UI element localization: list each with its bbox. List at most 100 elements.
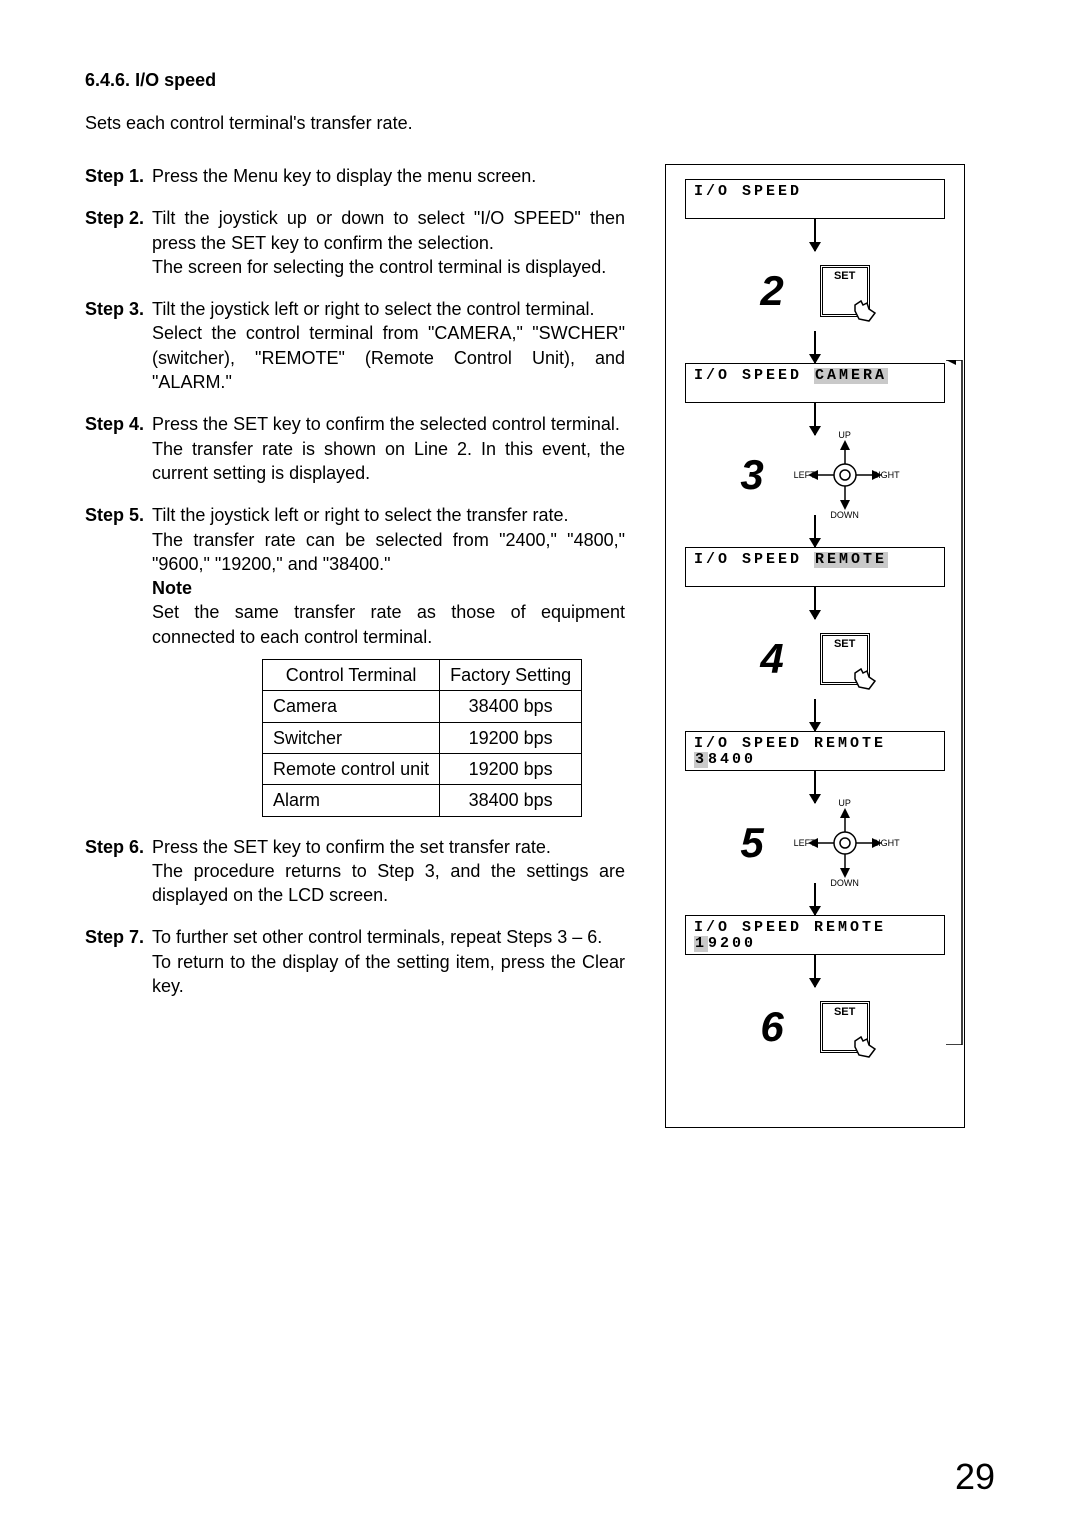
table-header: Control Terminal: [263, 660, 440, 691]
lcd-line1: I/O SPEED REMOTE: [694, 736, 936, 752]
joy-right-label: RIGHT: [872, 470, 900, 480]
lcd-screen-1: I/O SPEED: [685, 179, 945, 219]
set-button-icon: SET: [820, 633, 870, 685]
hand-pointer-icon: [849, 663, 879, 696]
stage-5: 5 UP DOWN: [685, 771, 945, 915]
table-cell: 38400 bps: [440, 785, 582, 816]
arrow-down-icon: [814, 955, 816, 987]
arrow-down-icon: [814, 771, 816, 803]
step-6: Step 6. Press the SET key to confirm the…: [85, 835, 625, 908]
lcd-screen-3: I/O SPEED REMOTE: [685, 547, 945, 587]
table-cell: 19200 bps: [440, 753, 582, 784]
step-label: Step 7.: [85, 925, 144, 998]
section-number: 6.4.6.: [85, 70, 130, 90]
step-5: Step 5. Tilt the joystick left or right …: [85, 503, 625, 816]
table-cell: Switcher: [263, 722, 440, 753]
table-cell: 19200 bps: [440, 722, 582, 753]
step-number: 5: [740, 819, 763, 867]
arrow-down-icon: [814, 883, 816, 915]
cursor: REMOTE: [814, 552, 888, 568]
lcd-line2: 38400: [694, 752, 936, 768]
lcd-line1: I/O SPEED: [694, 184, 936, 200]
hand-pointer-icon: [849, 1031, 879, 1064]
step-body: To further set other control terminals, …: [152, 925, 625, 998]
joy-right-label: RIGHT: [872, 838, 900, 848]
loop-arrow-icon: [942, 360, 966, 1045]
section-title-text: I/O speed: [135, 70, 216, 90]
set-label: SET: [834, 638, 855, 650]
step-body: Tilt the joystick up or down to select "…: [152, 206, 625, 279]
manual-page: 6.4.6. I/O speed Sets each control termi…: [0, 0, 1080, 1528]
note-body: Set the same transfer rate as those of e…: [152, 602, 625, 646]
step-2: Step 2. Tilt the joystick up or down to …: [85, 206, 625, 279]
table-header: Factory Setting: [440, 660, 582, 691]
stage-6: 6 SET: [685, 955, 945, 1067]
table-row: Remote control unit19200 bps: [263, 753, 582, 784]
factory-settings-table: Control Terminal Factory Setting Camera3…: [262, 659, 582, 816]
arrow-down-icon: [814, 331, 816, 363]
step-4: Step 4. Press the SET key to confirm the…: [85, 412, 625, 485]
step-label: Step 2.: [85, 206, 144, 279]
cursor: CAMERA: [814, 368, 888, 384]
arrow-down-icon: [814, 587, 816, 619]
lcd-line1: I/O SPEED CAMERA: [694, 368, 936, 384]
step-3: Step 3. Tilt the joystick left or right …: [85, 297, 625, 394]
note-label: Note: [152, 578, 192, 598]
joystick-icon: UP DOWN LEFT RIGHT: [800, 800, 890, 886]
step-body: Tilt the joystick left or right to selec…: [152, 297, 625, 394]
joy-up-label: UP: [838, 798, 851, 808]
stage-4: 4 SET: [685, 587, 945, 731]
set-button-icon: SET: [820, 265, 870, 317]
arrow-down-icon: [814, 403, 816, 435]
set-label: SET: [834, 1006, 855, 1018]
step-number: 6: [760, 1003, 783, 1051]
stage-3: 3 UP DOWN: [685, 403, 945, 547]
section-heading: 6.4.6. I/O speed: [85, 70, 995, 91]
page-number: 29: [955, 1456, 995, 1498]
step-7: Step 7. To further set other control ter…: [85, 925, 625, 998]
step-body: Tilt the joystick left or right to selec…: [152, 503, 625, 816]
cursor: 3: [694, 752, 708, 768]
joy-down-label: DOWN: [830, 510, 859, 520]
step-label: Step 6.: [85, 835, 144, 908]
step-body-text: Tilt the joystick left or right to selec…: [152, 505, 625, 574]
joy-left-label: LEFT: [794, 470, 1080, 480]
table-header-row: Control Terminal Factory Setting: [263, 660, 582, 691]
arrow-down-icon: [814, 219, 816, 251]
step-body: Press the Menu key to display the menu s…: [152, 164, 625, 188]
intro-text: Sets each control terminal's transfer ra…: [85, 113, 995, 134]
hand-pointer-icon: [849, 295, 879, 328]
cursor: 1: [694, 936, 708, 952]
lcd-screen-4: I/O SPEED REMOTE 38400: [685, 731, 945, 771]
lcd-screen-2: I/O SPEED CAMERA: [685, 363, 945, 403]
stage-2: 2 SET: [685, 219, 945, 363]
table-cell: Alarm: [263, 785, 440, 816]
table-row: Switcher19200 bps: [263, 722, 582, 753]
joy-left-label: LEFT: [794, 838, 1080, 848]
step-label: Step 1.: [85, 164, 144, 188]
step-body: Press the SET key to confirm the set tra…: [152, 835, 625, 908]
lcd-line2: 19200: [694, 936, 936, 952]
joy-up-label: UP: [838, 430, 851, 440]
set-label: SET: [834, 270, 855, 282]
step-number: 2: [760, 267, 783, 315]
table-cell: Camera: [263, 691, 440, 722]
joystick-icon: UP DOWN LEFT RIGHT: [800, 432, 890, 518]
lcd-screen-5: I/O SPEED REMOTE 19200: [685, 915, 945, 955]
step-label: Step 4.: [85, 412, 144, 485]
step-number: 4: [760, 635, 783, 683]
step-1: Step 1. Press the Menu key to display th…: [85, 164, 625, 188]
arrow-down-icon: [814, 515, 816, 547]
arrow-down-icon: [814, 699, 816, 731]
table-row: Alarm38400 bps: [263, 785, 582, 816]
steps-column: Step 1. Press the Menu key to display th…: [85, 164, 625, 1128]
lcd-line1: I/O SPEED REMOTE: [694, 920, 936, 936]
table-cell: 38400 bps: [440, 691, 582, 722]
lcd-line1: I/O SPEED REMOTE: [694, 552, 936, 568]
procedure-diagram: I/O SPEED 2 SET I/O SPEED CAMERA: [665, 164, 965, 1128]
table-row: Camera38400 bps: [263, 691, 582, 722]
step-label: Step 3.: [85, 297, 144, 394]
step-label: Step 5.: [85, 503, 144, 816]
set-button-icon: SET: [820, 1001, 870, 1053]
step-number: 3: [740, 451, 763, 499]
